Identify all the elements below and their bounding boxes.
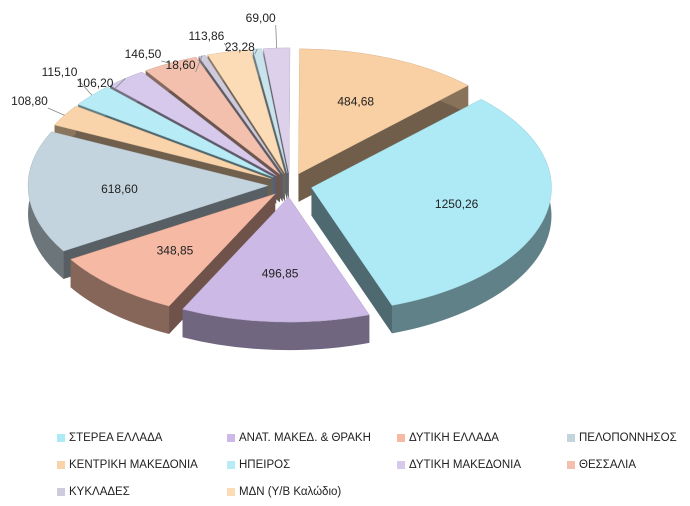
data-label: 113,86 [189, 29, 225, 43]
data-label: 69,00 [246, 11, 276, 25]
legend-label: ΚΕΝΤΡΙΚΗ ΜΑΚΕΔΟΝΙΑ [69, 459, 198, 471]
data-label: 115,10 [42, 65, 78, 79]
slice-side [311, 187, 393, 334]
legend-label: ΜΔΝ (Υ/Β Καλώδιο) [239, 486, 341, 498]
legend-label: ΑΝΑΤ. ΜΑΚΕΔ. & ΘΡΑΚΗ [239, 432, 371, 444]
leader-line [47, 107, 65, 116]
slice-side [182, 309, 370, 351]
slice [77, 86, 274, 178]
legend-swatch [57, 434, 65, 442]
legend-swatch [397, 434, 405, 442]
data-label: 106,20 [77, 76, 114, 90]
legend-swatch [227, 434, 235, 442]
legend-label: ΔΥΤΙΚΗ ΕΛΛΑΔΑ [409, 432, 499, 444]
legend-swatch [57, 461, 65, 469]
leader-line [254, 48, 258, 55]
slice [311, 98, 552, 306]
legend-label: ΔΥΤΙΚΗ ΜΑΚΕΔΟΝΙΑ [409, 459, 521, 471]
legend-swatch [567, 434, 575, 442]
legend-label: ΘΕΣΣΑΛΙΑ [579, 459, 636, 471]
legend-swatch [227, 488, 235, 496]
data-label: 348,85 [157, 243, 194, 257]
leader-line [113, 78, 126, 91]
legend-label: ΗΠΕΙΡΟΣ [239, 459, 290, 471]
leader-line [161, 60, 171, 64]
leader-line [223, 42, 230, 52]
legend-swatch [397, 461, 405, 469]
data-label: 1250,26 [435, 197, 479, 211]
legend-label: ΚΥΚΛΑΔΕΣ [69, 486, 130, 498]
legend-label: ΣΤΕΡΕΑ ΕΛΛΑΔΑ [69, 432, 163, 444]
legend-swatch [567, 461, 575, 469]
slice [27, 131, 269, 252]
leader-line [275, 24, 278, 49]
slice [70, 193, 276, 307]
slice [198, 54, 283, 174]
legend-swatch [227, 461, 235, 469]
legend-swatch [57, 488, 65, 496]
data-label: 484,68 [337, 94, 374, 108]
data-label: 146,50 [125, 47, 162, 61]
slice-side [392, 99, 552, 334]
slice [298, 48, 469, 175]
data-label: 23,28 [225, 40, 255, 54]
data-label: 18,60 [166, 58, 196, 72]
data-label: 618,60 [101, 182, 138, 196]
slice [145, 56, 281, 175]
slice [182, 196, 370, 323]
legend-label: ΠΕΛΟΠΟΝΝΗΣΟΣ [579, 432, 677, 444]
data-label: 108,80 [11, 94, 48, 108]
slice-side [70, 259, 170, 335]
data-label: 496,85 [262, 267, 299, 281]
leader-line [77, 78, 93, 96]
leader-line [195, 55, 203, 73]
